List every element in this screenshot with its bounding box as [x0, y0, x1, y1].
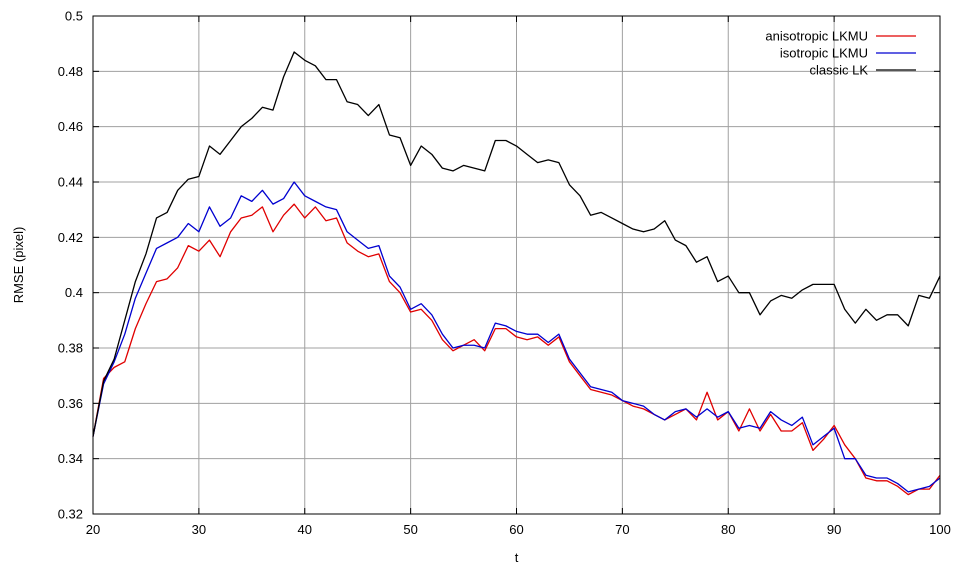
series-line-1: [92, 181, 941, 493]
x-tick-label: 70: [615, 522, 629, 537]
y-tick-label: 0.48: [58, 64, 83, 79]
x-tick-label: 60: [509, 522, 523, 537]
grid-lines: [93, 16, 940, 514]
x-tick-label: 20: [86, 522, 100, 537]
y-tick-label: 0.5: [65, 9, 83, 24]
x-tick-label: 40: [298, 522, 312, 537]
x-tick-label: 50: [403, 522, 417, 537]
y-axis-label: RMSE (pixel): [11, 227, 26, 304]
y-tick-label: 0.38: [58, 341, 83, 356]
y-tick-label: 0.46: [58, 119, 83, 134]
legend: anisotropic LKMU isotropic LKMU classic LK: [765, 29, 916, 78]
x-tick-label: 80: [721, 522, 735, 537]
series-line-2: [92, 51, 941, 437]
y-tick-label: 0.34: [58, 451, 83, 466]
series-lines: [92, 51, 941, 496]
legend-label: anisotropic LKMU: [765, 29, 868, 44]
y-tick-label: 0.42: [58, 230, 83, 245]
y-tick-label: 0.44: [58, 175, 83, 190]
y-tick-label: 0.32: [58, 507, 83, 522]
x-axis-label: t: [515, 550, 519, 565]
x-tick-label: 30: [192, 522, 206, 537]
y-tick-label: 0.36: [58, 396, 83, 411]
legend-label: isotropic LKMU: [780, 46, 868, 61]
x-tick-label: 100: [929, 522, 951, 537]
axis-ticks: 20 30 40 50 60 70 80 90 100 0.32 0.34 0.36 0.38 0.4 0.…: [58, 9, 951, 538]
y-tick-label: 0.4: [65, 285, 83, 300]
x-tick-label: 90: [827, 522, 841, 537]
legend-label: classic LK: [809, 63, 868, 78]
series-line-0: [92, 203, 941, 496]
